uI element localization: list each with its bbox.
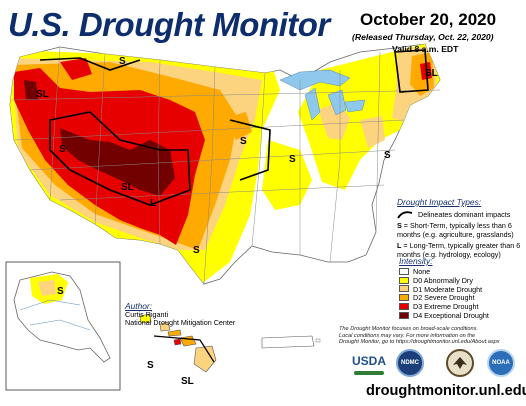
long-term-description: = Long-Term, typically greater than 6 mo… (397, 241, 521, 259)
intensity-swatch (399, 276, 409, 284)
impact-label-l: L (150, 198, 157, 209)
d2-region-plains (225, 112, 252, 140)
impact-label-s: S (289, 154, 296, 165)
noaa-logo: NOAA (487, 349, 515, 377)
hawaii-boundary (153, 335, 215, 363)
puerto-rico (261, 335, 321, 349)
usda-logo: USDA (352, 351, 386, 371)
d4-region-oregon (24, 80, 38, 100)
d3-region-idaho (60, 58, 92, 80)
disclaimer-line-3: Drought Monitor, go to https://droughtmo… (339, 339, 500, 346)
intensity-swatch (399, 267, 409, 275)
impact-types-legend: Drought Impact Types: Delineates dominan… (397, 197, 522, 259)
impact-types-heading: Drought Impact Types: (397, 197, 482, 207)
intensity-label: D0 Abnormally Dry (413, 275, 473, 285)
valid-time: Valid 8 a.m. EDT (392, 44, 459, 54)
d4-region-west (60, 128, 175, 196)
hawaii-oahu (159, 321, 171, 332)
great-lakes (279, 69, 366, 121)
impact-label-s: S (384, 150, 391, 161)
released-date: (Released Thursday, Oct. 22, 2020) (352, 32, 494, 42)
intensity-swatch (399, 294, 409, 302)
intensity-row: D0 Abnormally Dry (399, 276, 489, 285)
hawaii-lanai (173, 338, 182, 346)
impact-label-s: S (57, 286, 64, 297)
delineates-row: Delineates dominant impacts (397, 210, 522, 220)
disclaimer: The Drought Monitor focuses on broad-sca… (339, 326, 525, 346)
ndmc-logo: NDMC (396, 349, 424, 377)
long-term-text: L = Long-Term, typically greater than 6 … (397, 241, 522, 259)
hawaii-islands (139, 313, 217, 373)
alaska-rivers (19, 299, 91, 331)
impact-label-sl: SL (36, 89, 49, 100)
ndmc-logo-text: NDMC (401, 360, 419, 366)
short-term-description: = Short-Term, typically less than 6 mont… (397, 221, 514, 239)
intensity-label: D4 Exceptional Drought (413, 310, 489, 320)
hawaii-maui (179, 335, 197, 347)
short-term-key: S (397, 221, 402, 230)
intensity-row: D1 Moderate Drought (399, 285, 489, 294)
impact-label-s: S (147, 360, 154, 371)
author-label: Author: (125, 301, 153, 311)
eagle-icon (453, 357, 467, 369)
hawaii-molokai (167, 329, 182, 337)
intensity-legend: Intensity: None D0 Abnormally Dry D1 Moder… (399, 256, 489, 320)
impact-label-sl: SL (121, 182, 134, 193)
impact-label-s: S (119, 56, 126, 67)
d1-region-ne-coast (360, 116, 385, 148)
hawaii-kauai (139, 313, 152, 324)
intensity-swatch (399, 311, 409, 319)
d0-region-central (262, 140, 312, 210)
short-term-text: S = Short-Term, typically less than 6 mo… (397, 221, 522, 239)
intensity-heading: Intensity: (399, 256, 433, 266)
impact-label-sl: SL (181, 376, 194, 387)
intensity-row: D4 Exceptional Drought (399, 311, 489, 320)
intensity-label: D2 Severe Drought (413, 293, 475, 303)
usda-logo-swoosh (354, 371, 384, 375)
author-org: National Drought Mitigation Center (125, 318, 236, 328)
noaa-logo-text: NOAA (492, 360, 510, 366)
alaska-d1 (38, 280, 56, 296)
delineates-text: Delineates dominant impacts (418, 209, 511, 219)
map-title: U.S. Drought Monitor (8, 6, 330, 43)
intensity-row: D2 Severe Drought (399, 293, 489, 302)
impact-label-sl: SL (425, 68, 438, 79)
disclaimer-line-2: Local conditions may vary. For more info… (339, 332, 476, 339)
impact-label-s: S (240, 136, 247, 147)
intensity-row: D3 Extreme Drought (399, 302, 489, 311)
author-name: Curtis Riganti (125, 309, 169, 319)
website-url[interactable]: droughtmonitor.unl.edu (366, 383, 526, 399)
intensity-swatch (399, 303, 409, 311)
disclaimer-line-1: The Drought Monitor focuses on broad-sca… (339, 326, 478, 332)
impact-boundaries (39, 49, 429, 206)
intensity-label: D3 Extreme Drought (413, 302, 479, 312)
author-box: Author: Curtis Riganti National Drought … (125, 302, 235, 328)
long-term-key: L (397, 241, 402, 251)
usda-logo-text: USDA (352, 354, 387, 368)
intensity-label: None (413, 266, 431, 276)
boundary-line-icon (397, 211, 413, 219)
impact-label-s: S (59, 144, 66, 155)
doc-seal-logo (446, 349, 474, 377)
impact-label-s: S (193, 245, 200, 256)
intensity-swatch (399, 285, 409, 293)
intensity-label: D1 Moderate Drought (413, 284, 483, 294)
intensity-row: None (399, 267, 489, 276)
hawaii-big-island (193, 345, 217, 373)
map-date: October 20, 2020 (360, 10, 497, 29)
